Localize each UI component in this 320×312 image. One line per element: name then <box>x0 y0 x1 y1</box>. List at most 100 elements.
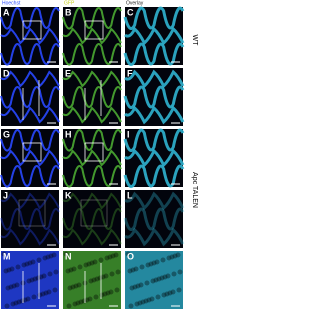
figure: WT Apc TALEN Hoechst GFP Overlay A B C D E F G H I J… <box>0 0 198 309</box>
nucleus <box>169 254 175 260</box>
nucleus <box>70 284 76 290</box>
panel <box>1 68 59 126</box>
tissue <box>123 85 185 110</box>
tissue <box>0 129 60 152</box>
nucleus <box>133 266 139 272</box>
panel-label: D <box>3 68 10 78</box>
nucleus <box>46 289 52 295</box>
tissue <box>0 149 60 167</box>
tissue <box>0 7 60 30</box>
nucleus <box>43 290 49 296</box>
nucleus <box>89 260 95 266</box>
zoom-box <box>84 20 104 40</box>
nucleus <box>13 300 19 306</box>
nucleus <box>45 254 51 260</box>
nucleus <box>138 282 144 288</box>
panel-label: G <box>3 129 10 139</box>
tissue <box>0 86 60 109</box>
panel-label: I <box>127 129 130 139</box>
nucleus <box>135 283 141 289</box>
panel <box>63 129 121 187</box>
nucleus <box>102 291 108 297</box>
nucleus <box>31 294 37 300</box>
nucleus <box>108 289 114 295</box>
panel-label: C <box>127 7 134 17</box>
nucleus <box>25 296 31 302</box>
tissue <box>124 26 185 46</box>
nucleus <box>38 274 44 280</box>
zoom-box <box>18 199 46 227</box>
nucleus <box>109 271 115 277</box>
panel-label: L <box>127 190 133 200</box>
nucleus <box>128 303 134 309</box>
column-header: GFP <box>64 0 75 6</box>
nucleus <box>88 278 94 284</box>
nucleus <box>87 296 93 302</box>
zoom-box <box>80 199 108 227</box>
nucleus <box>130 267 136 273</box>
nucleus <box>97 275 103 281</box>
nucleus <box>78 299 84 305</box>
nucleus <box>10 301 16 307</box>
nucleus <box>110 253 116 259</box>
tissue <box>0 165 60 188</box>
nucleus <box>114 287 120 293</box>
nucleus <box>176 287 182 293</box>
zoom-box <box>84 142 104 162</box>
nucleus <box>98 257 104 263</box>
nucleus <box>175 252 181 258</box>
tissue <box>0 192 60 210</box>
nucleus <box>53 269 59 275</box>
tissue <box>123 164 185 189</box>
nucleus <box>26 278 32 284</box>
nucleus <box>148 261 154 267</box>
nucleus <box>83 262 89 268</box>
nucleus <box>144 280 150 286</box>
panel-label: A <box>3 7 10 17</box>
nucleus <box>125 251 131 257</box>
tissue <box>123 128 185 153</box>
nucleus <box>36 257 42 263</box>
nucleus <box>86 261 92 267</box>
column-header: Hoechst <box>2 0 21 6</box>
nucleus <box>139 264 145 270</box>
tissue <box>62 7 122 30</box>
nucleus <box>76 282 82 288</box>
tissue <box>1 251 59 309</box>
tissue <box>62 86 122 109</box>
nucleus <box>72 301 78 307</box>
nucleus <box>81 298 87 304</box>
nucleus <box>52 287 58 293</box>
nucleus <box>94 276 100 282</box>
nucleus <box>167 290 173 296</box>
nucleus <box>165 273 171 279</box>
panel-label: N <box>65 251 72 261</box>
nucleus <box>27 260 33 266</box>
nucleus <box>146 297 152 303</box>
tissue <box>62 192 122 210</box>
tissue <box>62 149 122 167</box>
nucleus <box>155 294 161 300</box>
tissue <box>62 70 122 88</box>
nucleus <box>166 255 172 261</box>
tissue <box>123 207 185 232</box>
tissue <box>62 129 122 152</box>
nucleus <box>84 297 90 303</box>
tissue <box>124 69 185 89</box>
panel <box>1 129 59 187</box>
panel <box>63 68 121 126</box>
tissue <box>62 27 122 45</box>
tissue <box>124 105 185 125</box>
nucleus <box>66 303 72 309</box>
nucleus <box>71 266 77 272</box>
tissue <box>0 228 60 246</box>
tissue <box>124 227 185 247</box>
panel-label: O <box>127 251 134 261</box>
nucleus <box>177 269 183 275</box>
panel-label: E <box>65 68 71 78</box>
nucleus <box>8 284 14 290</box>
nucleus <box>19 298 25 304</box>
nucleus <box>75 300 81 306</box>
nucleus <box>103 273 109 279</box>
nucleus <box>1 251 7 257</box>
